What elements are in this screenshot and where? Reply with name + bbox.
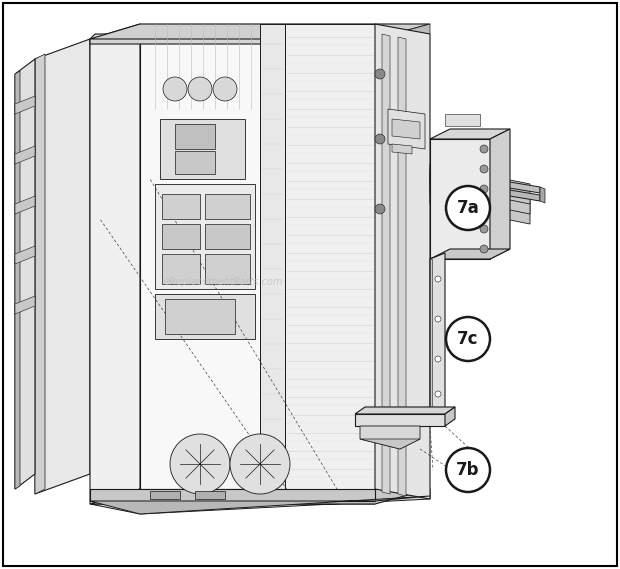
Polygon shape (90, 489, 430, 504)
Polygon shape (15, 71, 20, 489)
Circle shape (170, 434, 230, 494)
Polygon shape (90, 489, 430, 514)
Polygon shape (90, 34, 375, 44)
Circle shape (213, 77, 237, 101)
Circle shape (188, 77, 212, 101)
Text: 7a: 7a (456, 199, 479, 217)
Text: 7b: 7b (456, 461, 480, 479)
Text: eReplacementParts.com: eReplacementParts.com (164, 277, 283, 287)
Polygon shape (430, 253, 445, 415)
Polygon shape (360, 439, 420, 449)
Circle shape (446, 448, 490, 492)
Circle shape (480, 165, 488, 173)
Polygon shape (430, 164, 530, 204)
Polygon shape (15, 196, 35, 214)
Circle shape (375, 204, 385, 214)
Polygon shape (90, 489, 375, 501)
Polygon shape (430, 173, 530, 214)
Polygon shape (90, 496, 430, 514)
Polygon shape (90, 24, 430, 39)
Polygon shape (155, 184, 255, 289)
Polygon shape (175, 124, 215, 149)
Polygon shape (355, 407, 455, 414)
Polygon shape (285, 24, 375, 489)
Polygon shape (540, 187, 545, 203)
Polygon shape (430, 249, 510, 259)
Circle shape (446, 317, 490, 361)
Circle shape (435, 356, 441, 362)
Polygon shape (160, 119, 245, 179)
Polygon shape (140, 24, 375, 489)
Polygon shape (15, 296, 35, 314)
Polygon shape (375, 24, 430, 499)
Polygon shape (205, 194, 250, 219)
Circle shape (435, 316, 441, 322)
Polygon shape (175, 151, 215, 174)
Polygon shape (15, 59, 35, 489)
Circle shape (375, 69, 385, 79)
Circle shape (480, 245, 488, 253)
Circle shape (480, 185, 488, 193)
Polygon shape (392, 144, 412, 154)
Polygon shape (360, 426, 420, 449)
Circle shape (375, 134, 385, 144)
Circle shape (435, 391, 441, 397)
Polygon shape (430, 177, 540, 201)
Circle shape (435, 276, 441, 282)
Circle shape (163, 77, 187, 101)
Polygon shape (430, 139, 490, 259)
Polygon shape (15, 146, 35, 164)
Polygon shape (430, 169, 540, 193)
Text: 7c: 7c (458, 330, 479, 348)
Polygon shape (430, 259, 432, 415)
Polygon shape (205, 254, 250, 284)
Polygon shape (165, 299, 235, 334)
Circle shape (446, 186, 490, 230)
Polygon shape (205, 224, 250, 249)
Polygon shape (155, 294, 255, 339)
Polygon shape (398, 37, 406, 496)
Polygon shape (162, 254, 200, 284)
Polygon shape (260, 24, 285, 489)
Polygon shape (150, 491, 180, 499)
Polygon shape (445, 407, 455, 426)
Polygon shape (15, 96, 35, 114)
Polygon shape (375, 24, 430, 44)
Polygon shape (90, 24, 140, 504)
Polygon shape (430, 183, 530, 224)
Polygon shape (490, 129, 510, 259)
Polygon shape (15, 246, 35, 264)
Polygon shape (35, 54, 45, 494)
Polygon shape (355, 414, 445, 426)
Circle shape (480, 205, 488, 213)
Polygon shape (195, 491, 225, 499)
Polygon shape (430, 129, 510, 139)
Circle shape (480, 225, 488, 233)
Polygon shape (162, 224, 200, 249)
Polygon shape (35, 39, 90, 494)
Polygon shape (162, 194, 200, 219)
Polygon shape (392, 119, 420, 139)
Circle shape (230, 434, 290, 494)
Circle shape (480, 145, 488, 153)
Polygon shape (382, 34, 390, 494)
Polygon shape (388, 109, 425, 149)
Polygon shape (445, 114, 480, 126)
